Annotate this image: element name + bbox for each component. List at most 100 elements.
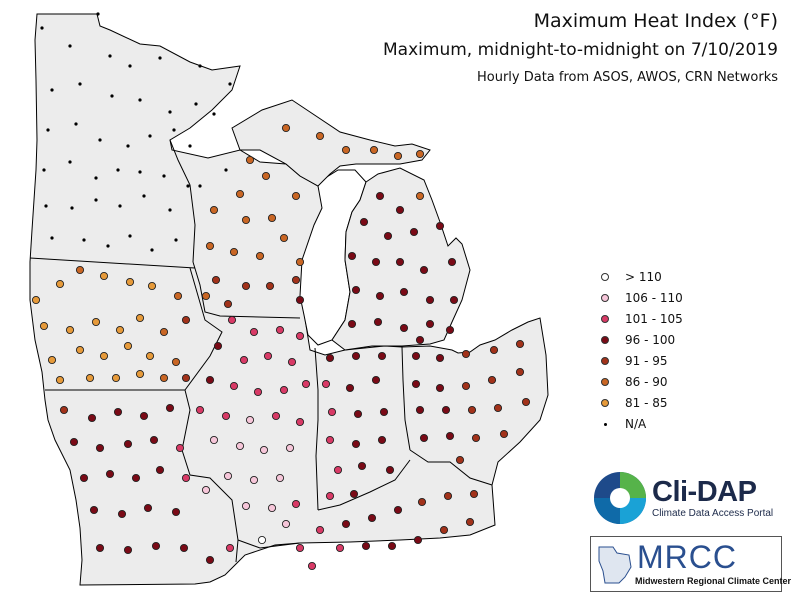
- station-marker: [147, 281, 157, 291]
- state-borders: [29, 139, 493, 563]
- station-marker: [117, 509, 127, 519]
- station-marker: [165, 403, 175, 413]
- station-marker: [275, 473, 285, 483]
- station-marker: [435, 353, 445, 363]
- station-marker: [425, 319, 435, 329]
- station-marker: [461, 349, 471, 359]
- station-marker: [87, 413, 97, 423]
- station-marker: [82, 238, 86, 242]
- legend-item: 96 - 100: [600, 333, 720, 354]
- station-marker: [42, 168, 46, 172]
- station-marker: [223, 471, 233, 481]
- station-marker: [188, 144, 192, 148]
- station-marker: [44, 204, 48, 208]
- station-marker: [249, 327, 259, 337]
- station-marker: [341, 145, 351, 155]
- station-marker: [327, 407, 337, 417]
- station-marker: [211, 275, 221, 285]
- station-marker: [70, 206, 74, 210]
- station-marker: [315, 525, 325, 535]
- station-marker: [128, 64, 132, 68]
- station-marker: [131, 473, 141, 483]
- station-marker: [443, 491, 453, 501]
- station-marker: [291, 275, 301, 285]
- station-marker: [174, 238, 178, 242]
- station-marker: [241, 501, 251, 511]
- station-marker: [59, 405, 69, 415]
- station-marker: [110, 94, 114, 98]
- station-marker: [224, 168, 228, 172]
- station-marker: [201, 485, 211, 495]
- station-marker: [281, 123, 291, 133]
- station-marker: [467, 405, 477, 415]
- station-marker: [55, 279, 65, 289]
- station-marker: [279, 233, 289, 243]
- station-marker: [361, 541, 371, 551]
- legend-swatch: [604, 423, 607, 426]
- station-marker: [375, 291, 385, 301]
- station-marker: [79, 473, 89, 483]
- station-marker: [98, 138, 102, 142]
- station-marker: [379, 407, 389, 417]
- station-marker: [39, 321, 49, 331]
- station-marker: [150, 248, 154, 252]
- station-marker: [95, 543, 105, 553]
- station-marker: [341, 519, 351, 529]
- station-marker: [367, 513, 377, 523]
- station-marker: [159, 373, 169, 383]
- station-marker: [377, 435, 387, 445]
- station-marker: [249, 475, 259, 485]
- station-marker: [253, 387, 263, 397]
- map-title: Maximum Heat Index (°F): [533, 10, 778, 32]
- station-marker: [357, 461, 367, 471]
- station-marker: [95, 443, 105, 453]
- station-marker: [469, 489, 479, 499]
- mrcc-logo: MRCC Midwestern Regional Climate Center: [590, 536, 791, 592]
- station-marker: [447, 257, 457, 267]
- station-marker: [135, 369, 145, 379]
- station-marker: [91, 317, 101, 327]
- station-marker: [138, 98, 142, 102]
- map-subtitle: Maximum, midnight-to-midnight on 7/10/20…: [383, 40, 778, 60]
- station-marker: [221, 411, 231, 421]
- legend-label: 101 - 105: [625, 312, 683, 326]
- station-marker: [409, 227, 419, 237]
- station-marker: [209, 205, 219, 215]
- station-marker: [198, 64, 202, 68]
- station-marker: [471, 433, 481, 443]
- station-marker: [263, 351, 273, 361]
- station-marker: [257, 535, 267, 545]
- station-marker: [241, 215, 251, 225]
- station-marker: [267, 213, 277, 223]
- legend-label: 91 - 95: [625, 354, 668, 368]
- station-marker: [75, 345, 85, 355]
- station-marker: [162, 174, 166, 178]
- station-marker: [489, 345, 499, 355]
- station-marker: [285, 443, 295, 453]
- station-marker: [118, 204, 122, 208]
- station-marker: [108, 54, 112, 58]
- station-marker: [425, 295, 435, 305]
- station-marker: [135, 313, 145, 323]
- legend-item: N/A: [600, 417, 720, 438]
- station-marker: [515, 339, 525, 349]
- station-marker: [295, 295, 305, 305]
- station-marker: [435, 383, 445, 393]
- station-marker: [181, 473, 191, 483]
- station-marker: [126, 144, 130, 148]
- land-upper-michigan: [231, 99, 431, 187]
- station-marker: [205, 375, 215, 385]
- station-marker: [149, 435, 159, 445]
- station-marker: [235, 441, 245, 451]
- station-marker: [194, 102, 198, 106]
- station-marker: [179, 543, 189, 553]
- station-marker: [68, 44, 72, 48]
- station-marker: [315, 131, 325, 141]
- legend-swatch: [601, 315, 609, 323]
- station-marker: [99, 351, 109, 361]
- station-marker: [415, 335, 425, 345]
- station-marker: [205, 241, 215, 251]
- station-marker: [377, 351, 387, 361]
- station-marker: [148, 134, 152, 138]
